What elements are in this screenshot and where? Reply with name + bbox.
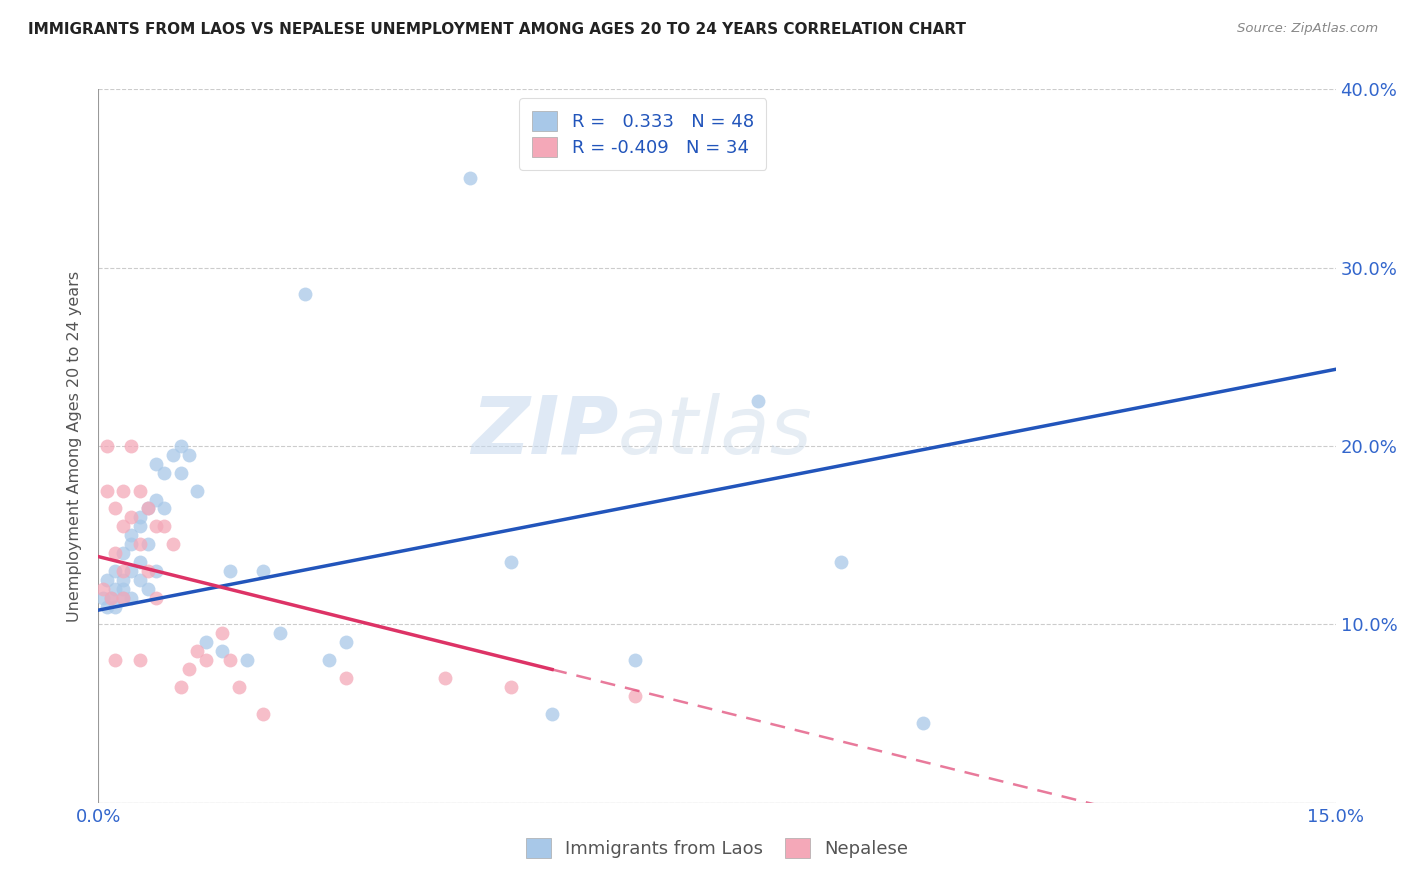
Point [153,501,176,516]
Point [252,706,274,721]
Point [120,591,142,605]
Point [623,689,645,703]
Point [458,171,481,186]
Point [186,644,208,658]
Point [153,519,176,533]
Point [112,582,135,596]
Point [145,492,167,507]
Point [120,510,142,524]
Point [96,483,118,498]
Point [104,501,127,516]
Point [162,537,184,551]
Point [186,483,208,498]
Point [179,662,201,676]
Text: Source: ZipAtlas.com: Source: ZipAtlas.com [1237,22,1378,36]
Point [112,591,135,605]
Point [104,564,127,578]
Text: ZIP: ZIP [471,392,619,471]
Point [112,546,135,560]
Point [136,582,159,596]
Point [145,519,167,533]
Legend: Immigrants from Laos, Nepalese: Immigrants from Laos, Nepalese [519,830,915,865]
Point [219,564,242,578]
Point [136,537,159,551]
Point [830,555,852,569]
Point [219,653,242,667]
Point [228,680,250,694]
Point [236,653,259,667]
Point [104,546,127,560]
Point [294,287,316,301]
Point [128,483,150,498]
Point [100,591,122,605]
Point [499,680,522,694]
Y-axis label: Unemployment Among Ages 20 to 24 years: Unemployment Among Ages 20 to 24 years [67,270,83,622]
Point [120,564,142,578]
Point [112,483,135,498]
Point [104,582,127,596]
Point [170,680,193,694]
Point [211,626,233,640]
Point [194,635,217,649]
Point [211,644,233,658]
Point [96,599,118,614]
Point [136,501,159,516]
Point [145,591,167,605]
Point [120,528,142,542]
Point [194,653,217,667]
Text: atlas: atlas [619,392,813,471]
Point [335,635,357,649]
Point [145,564,167,578]
Point [136,564,159,578]
Point [145,457,167,471]
Point [128,573,150,587]
Point [162,448,184,462]
Point [112,591,135,605]
Point [91,582,114,596]
Point [112,519,135,533]
Point [747,394,769,409]
Point [120,537,142,551]
Point [104,653,127,667]
Point [269,626,291,640]
Point [104,599,127,614]
Point [100,591,122,605]
Point [623,653,645,667]
Point [120,439,142,453]
Point [136,501,159,516]
Point [91,591,114,605]
Point [112,573,135,587]
Point [912,715,935,730]
Point [128,653,150,667]
Point [170,439,193,453]
Point [153,466,176,480]
Point [96,439,118,453]
Point [128,537,150,551]
Point [433,671,456,685]
Point [335,671,357,685]
Text: IMMIGRANTS FROM LAOS VS NEPALESE UNEMPLOYMENT AMONG AGES 20 TO 24 YEARS CORRELAT: IMMIGRANTS FROM LAOS VS NEPALESE UNEMPLO… [28,22,966,37]
Point [170,466,193,480]
Point [179,448,201,462]
Point [128,555,150,569]
Point [499,555,522,569]
Point [252,564,274,578]
Point [541,706,564,721]
Point [318,653,340,667]
Point [128,519,150,533]
Point [96,573,118,587]
Point [112,564,135,578]
Point [128,510,150,524]
